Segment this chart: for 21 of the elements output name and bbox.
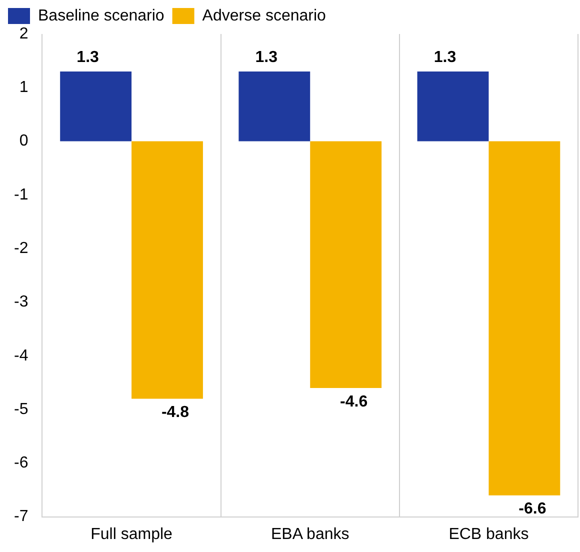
- x-tick-label: EBA banks: [270, 526, 350, 543]
- y-tick-label: -4: [14, 347, 28, 364]
- y-tick-label: -7: [14, 508, 28, 526]
- legend-label: Adverse scenario: [202, 7, 326, 24]
- data-label: 1.3: [76, 48, 100, 66]
- data-label: -6.6: [518, 500, 546, 518]
- x-tick-label: Full sample: [90, 526, 173, 543]
- data-label: 1.3: [434, 48, 456, 66]
- data-label: -4.6: [340, 393, 368, 410]
- y-tick-label: -5: [14, 400, 28, 418]
- y-tick-label: 0: [19, 132, 28, 150]
- data-label: -4.8: [161, 404, 190, 422]
- y-tick-label: -2: [14, 240, 28, 257]
- y-tick-label: -3: [14, 294, 28, 311]
- y-tick-label: 1: [19, 79, 28, 96]
- data-label: 1.3: [255, 48, 278, 66]
- y-tick-label: -6: [14, 454, 28, 472]
- y-tick-label: 2: [19, 25, 28, 42]
- legend-label: Baseline scenario: [38, 7, 164, 24]
- x-tick-label: ECB banks: [448, 526, 529, 543]
- y-tick-label: -1: [14, 186, 28, 204]
